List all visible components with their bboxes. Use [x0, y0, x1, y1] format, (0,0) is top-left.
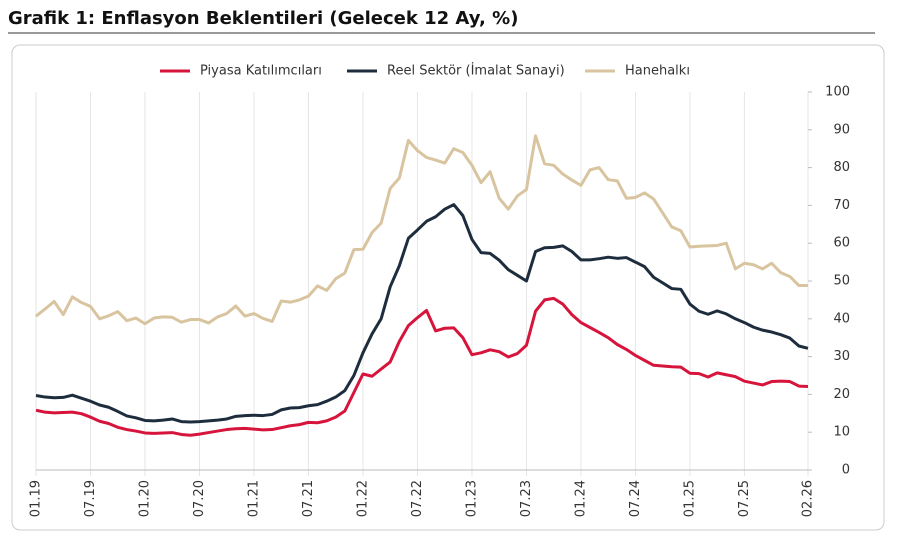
x-tick-label: 07.21: [301, 480, 316, 517]
y-tick-label: 40: [833, 311, 850, 326]
x-tick-label: 01.20: [137, 480, 152, 517]
y-tick-label: 100: [825, 85, 850, 100]
x-tick-label: 07.25: [737, 480, 752, 517]
y-tick-label: 30: [833, 349, 850, 364]
y-tick-label: 50: [833, 274, 850, 289]
x-tick-label: 01.23: [464, 480, 479, 517]
series-line: [35, 296, 809, 437]
series-line: [35, 203, 809, 424]
x-tick-label: 07.20: [192, 480, 207, 517]
x-tick-label: 07.22: [410, 480, 425, 517]
chart-frame: [11, 44, 885, 531]
series-line: [35, 134, 808, 326]
y-tick-label: 20: [833, 387, 850, 402]
legend-label: Reel Sektör (İmalat Sanayi): [387, 63, 565, 79]
y-tick-label: 70: [833, 198, 850, 213]
legend-label: Hanehalkı: [625, 64, 690, 79]
x-tick-label: 02.26: [801, 480, 816, 517]
x-tick-label: 07.19: [83, 480, 98, 517]
chart-title: Grafik 1: Enflasyon Beklentileri (Gelece…: [8, 8, 518, 29]
x-tick-label: 07.24: [628, 480, 643, 517]
x-tick-label: 01.19: [29, 480, 44, 517]
x-tick-label: 01.21: [246, 480, 261, 517]
x-tick-label: 01.25: [682, 480, 697, 517]
x-tick-label: 01.24: [573, 480, 588, 517]
y-tick-label: 0: [842, 463, 850, 478]
x-tick-label: 01.22: [355, 480, 370, 517]
y-tick-label: 60: [833, 236, 850, 251]
legend-label: Piyasa Katılımcıları: [200, 64, 322, 79]
y-tick-label: 10: [833, 425, 850, 440]
y-tick-label: 80: [833, 160, 850, 175]
y-tick-label: 90: [833, 122, 850, 137]
x-tick-label: 07.23: [519, 480, 534, 517]
